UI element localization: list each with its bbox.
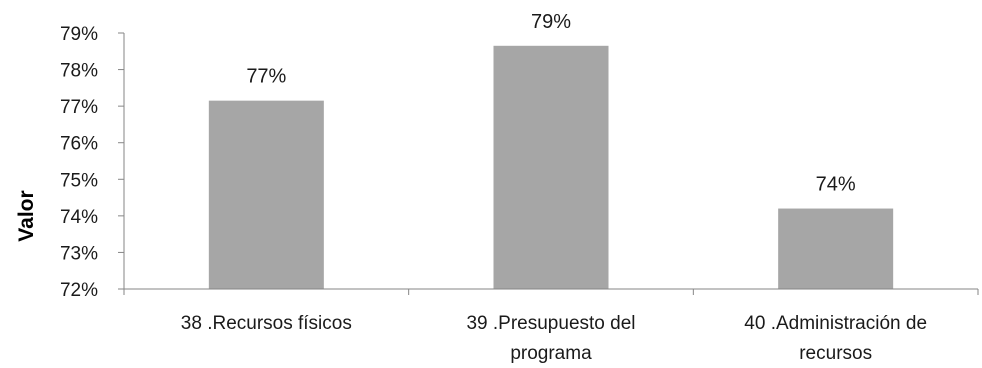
data-labels: 77% 79% 74% <box>246 11 856 196</box>
data-label: 77% <box>246 66 286 88</box>
x-category-label: 38 .Recursos físicos <box>181 313 352 334</box>
y-axis-title: Valor <box>15 190 38 241</box>
y-tick-label: 75% <box>60 170 98 191</box>
y-tick-label: 74% <box>60 207 98 228</box>
x-category-label: 39 .Presupuesto del programa <box>466 313 635 364</box>
y-tick-label: 79% <box>60 24 98 45</box>
y-tick-label: 77% <box>60 97 98 118</box>
data-label: 74% <box>816 174 856 196</box>
y-tick-label: 78% <box>60 61 98 82</box>
y-axis-ticks: 72% 73% 74% 75% 76% 77% 78% 79% <box>60 24 124 301</box>
data-label: 79% <box>531 11 571 33</box>
bars <box>208 45 894 290</box>
y-tick-label: 73% <box>60 243 98 264</box>
bar <box>778 208 894 289</box>
bar <box>493 45 609 289</box>
y-tick-label: 76% <box>60 134 98 155</box>
y-tick-label: 72% <box>60 280 98 301</box>
x-axis-category-labels: 38 .Recursos físicos 39 .Presupuesto del p… <box>123 289 979 364</box>
x-category-label: 40 .Administración de recursos <box>744 313 927 364</box>
bar <box>208 100 324 290</box>
